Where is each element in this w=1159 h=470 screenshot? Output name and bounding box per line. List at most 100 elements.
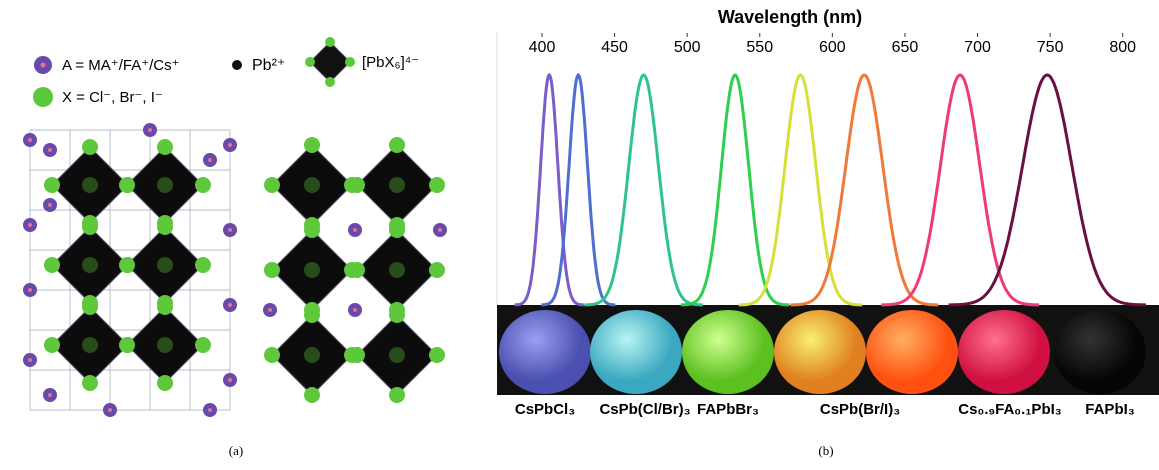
crystal-structure — [23, 123, 447, 417]
x-atom — [389, 347, 405, 363]
x-tick-label: 450 — [601, 39, 628, 56]
x-atom — [325, 77, 335, 87]
vial — [1054, 310, 1146, 394]
x-atom — [304, 222, 320, 238]
sample-label: FAPbBr₃ — [697, 401, 759, 418]
x-atom — [44, 177, 60, 193]
a-atom-core — [148, 128, 152, 132]
x-atom — [304, 387, 320, 403]
x-site-icon — [33, 87, 53, 107]
x-atom — [429, 262, 445, 278]
a-atom-core — [208, 158, 212, 162]
vial — [866, 310, 958, 394]
x-atom — [82, 257, 98, 273]
x-tick-label: 600 — [819, 39, 846, 56]
x-atom — [157, 177, 173, 193]
x-tick-label: 750 — [1037, 39, 1064, 56]
x-tick-label: 800 — [1109, 39, 1136, 56]
x-atom — [157, 139, 173, 155]
sample-label: FAPbI₃ — [1085, 401, 1135, 418]
sample-label: CsPb(Cl/Br)₃ — [599, 401, 690, 418]
x-atom — [119, 337, 135, 353]
x-atom — [389, 262, 405, 278]
x-axis-title: Wavelength (nm) — [718, 7, 862, 27]
emission-curve — [541, 73, 616, 307]
x-atom — [389, 177, 405, 193]
a-atom-core — [108, 408, 112, 412]
x-atom — [195, 177, 211, 193]
pb-icon — [232, 60, 242, 70]
x-atom — [264, 347, 280, 363]
caption-b: (b) — [818, 443, 833, 458]
x-atom — [82, 375, 98, 391]
x-atom — [157, 299, 173, 315]
a-atom-core — [228, 303, 232, 307]
x-atom — [304, 137, 320, 153]
legend-x-site: X = Cl⁻, Br⁻, I⁻ — [62, 89, 163, 106]
x-tick-label: 650 — [892, 39, 919, 56]
sample-label: Cs₀.₉FA₀.₁PbI₃ — [958, 401, 1061, 418]
x-atom — [304, 307, 320, 323]
x-atom — [44, 257, 60, 273]
emission-curve — [881, 73, 1039, 307]
x-atom — [345, 57, 355, 67]
a-atom-core — [228, 228, 232, 232]
a-atom-core — [28, 358, 32, 362]
a-atom-core — [228, 143, 232, 147]
x-tick-label: 700 — [964, 39, 991, 56]
x-atom — [264, 262, 280, 278]
x-atom — [429, 177, 445, 193]
a-atom-core — [48, 203, 52, 207]
a-atom-core — [28, 288, 32, 292]
legend-octahedron: [PbX₆]⁴⁻ — [362, 54, 419, 71]
vial — [590, 310, 682, 394]
a-atom-core — [228, 378, 232, 382]
x-atom — [304, 177, 320, 193]
x-tick-label: 400 — [529, 39, 556, 56]
x-atom — [82, 337, 98, 353]
emission-curve — [948, 73, 1146, 307]
emission-curve — [738, 73, 863, 307]
x-atom — [119, 257, 135, 273]
a-atom-core — [353, 308, 357, 312]
x-atom — [349, 347, 365, 363]
x-atom — [349, 177, 365, 193]
sample-label: CsPb(Br/I)₃ — [820, 401, 900, 418]
x-atom — [82, 177, 98, 193]
panel-b: Wavelength (nm) (b) 400 450 500 550 600 650 70… — [496, 7, 1159, 458]
x-atom — [195, 337, 211, 353]
x-atom — [389, 307, 405, 323]
vial — [682, 310, 774, 394]
vial — [774, 310, 866, 394]
x-atom — [325, 37, 335, 47]
x-atom — [82, 219, 98, 235]
a-atom-core — [208, 408, 212, 412]
x-atom — [195, 257, 211, 273]
x-atom — [157, 375, 173, 391]
x-atom — [305, 57, 315, 67]
x-atom — [304, 347, 320, 363]
a-atom-core — [438, 228, 442, 232]
a-atom-core — [48, 393, 52, 397]
a-atom-core — [268, 308, 272, 312]
x-atom — [157, 219, 173, 235]
x-tick-label: 500 — [674, 39, 701, 56]
emission-curve — [584, 73, 703, 307]
x-atom — [119, 177, 135, 193]
x-atom — [429, 347, 445, 363]
legend-pb: Pb²⁺ — [252, 57, 285, 74]
x-atom — [389, 137, 405, 153]
caption-a: (a) — [229, 443, 243, 458]
x-atom — [82, 139, 98, 155]
emission-curve — [680, 73, 790, 307]
x-atom — [349, 262, 365, 278]
a-atom-core — [353, 228, 357, 232]
x-atom — [44, 337, 60, 353]
vial — [958, 310, 1050, 394]
sample-label: CsPbCl₃ — [515, 401, 575, 418]
x-atom — [389, 387, 405, 403]
x-atom — [264, 177, 280, 193]
vial — [499, 310, 591, 394]
x-atom — [82, 299, 98, 315]
